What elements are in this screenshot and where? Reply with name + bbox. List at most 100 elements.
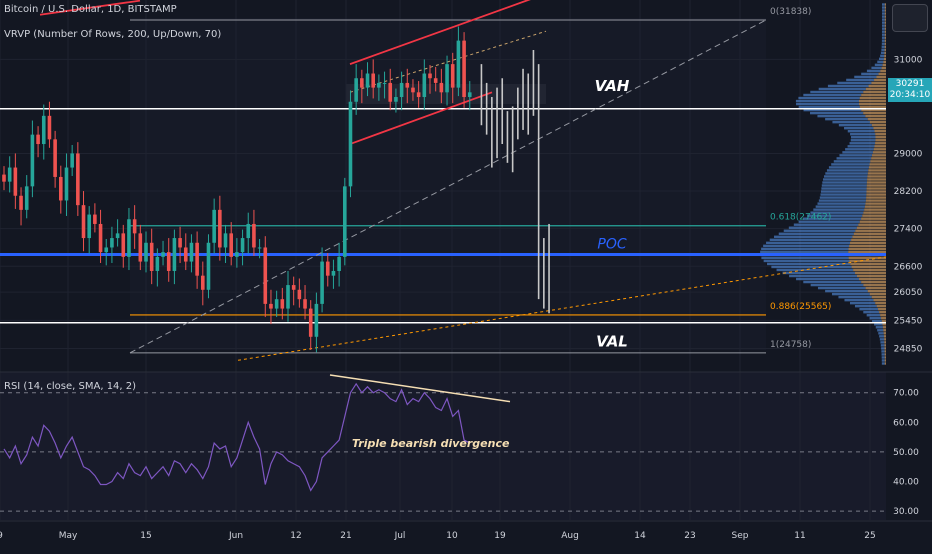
vp-bar-down-115 [884,15,886,18]
vp-bar-down-7 [884,341,886,344]
candle-body-58 [331,270,336,276]
vp-bar-up-29 [789,274,857,278]
vp-bar-down-108 [884,36,886,39]
candle-body-17 [98,223,103,253]
vp-bar-down-27 [861,280,886,284]
vp-bar-up-93 [837,81,872,85]
vp-bar-down-84 [861,108,886,112]
candle-body-59 [337,256,341,271]
vp-bar-down-79 [871,123,886,127]
vp-bar-down-66 [869,163,886,166]
time-tick-14: 25 [864,531,875,541]
vp-bar-down-34 [849,259,886,263]
vp-bar-down-101 [883,57,886,61]
fib-1-label: 1(24758) [770,340,811,350]
vp-bar-down-106 [884,42,886,45]
vp-bar-up-20 [849,301,876,305]
vp-bar-up-50 [810,211,864,214]
rsi-legend[interactable]: RSI (14, close, SMA, 14, 2) [4,381,137,392]
vp-bar-down-114 [884,18,886,21]
vp-bar-up-104 [881,48,885,51]
vp-bar-up-78 [844,126,874,130]
vp-bar-up-57 [820,190,867,193]
vp-bar-down-50 [863,211,886,214]
vp-bar-up-54 [818,199,866,202]
candle-body-76 [433,78,438,83]
time-tick-1: May [59,531,78,541]
vp-bar-up-101 [878,57,884,61]
candle-body-71 [405,82,410,88]
rsi-tick-3: 40.00 [893,478,919,488]
vp-bar-up-61 [823,178,868,181]
vp-bar-up-7 [880,341,885,344]
candle-body-28 [161,252,165,257]
vp-bar-down-74 [875,139,886,142]
vp-bar-down-95 [876,75,886,79]
vp-bar-up-89 [803,93,862,97]
candle-body-64 [365,73,370,88]
vp-bar-down-68 [871,157,886,160]
vp-bar-down-92 [868,84,886,88]
time-tick-7: 10 [446,531,458,541]
chart-settings-button[interactable] [892,4,928,32]
vp-bar-down-22 [871,295,886,299]
candle-body-29 [166,252,171,271]
vp-bar-up-62 [824,175,868,178]
vp-bar-down-110 [884,30,886,33]
vp-bar-up-47 [798,220,860,223]
vp-bar-down-25 [865,286,886,290]
vp-bar-down-81 [867,117,886,121]
vp-bar-down-12 [882,326,886,329]
vp-bar-up-60 [822,181,867,184]
vp-bar-down-23 [869,292,886,296]
vp-bar-up-107 [881,39,885,42]
vp-bar-up-67 [833,160,871,163]
candle-body-21 [121,233,126,257]
vp-bar-up-86 [796,102,860,106]
vp-bar-down-89 [861,93,886,97]
channel-lower [349,91,493,145]
vp-bar-down-11 [883,329,886,332]
vp-bar-down-113 [884,21,886,24]
vp-bar-up-63 [825,172,868,175]
time-tick-12: Sep [732,531,749,541]
candle-body-30 [172,238,177,271]
vp-bar-up-76 [850,133,876,136]
vp-bar-up-106 [881,42,885,45]
candle-body-19 [110,238,114,248]
vp-bar-up-15 [869,317,882,320]
vp-bar-up-24 [825,289,868,293]
vp-bar-up-105 [881,45,885,48]
vp-bar-down-32 [851,265,886,269]
vp-bar-up-43 [778,232,854,235]
val-label: VAL [596,333,628,351]
vp-bar-down-49 [862,214,886,217]
vp-bar-down-14 [881,320,886,323]
candle-body-75 [428,73,432,79]
vp-bar-up-13 [874,323,883,326]
candle-body-70 [399,82,404,98]
price-tick-0: 31000 [894,55,923,65]
last-price: 30291 [895,79,925,89]
candle-body-55 [314,303,319,337]
vp-bar-up-91 [818,87,866,91]
vp-bar-down-40 [850,241,886,245]
vp-bar-down-100 [883,60,886,64]
candle-body-10 [59,176,63,201]
rsi-pane-background [0,372,886,520]
candle-body-51 [291,285,296,290]
vp-bar-down-8 [884,338,886,341]
rsi-tick-4: 30.00 [893,507,919,517]
candle-body-26 [149,242,154,271]
candle-body-74 [422,73,427,98]
vp-bar-up-35 [761,256,849,260]
vp-bar-down-72 [874,145,886,148]
candle-body-38 [218,209,222,248]
vrvp-legend[interactable]: VRVP (Number Of Rows, 200, Up/Down, 70) [4,29,222,40]
vp-bar-up-90 [810,90,864,94]
candle-body-77 [439,82,444,93]
symbol-legend[interactable]: Bitcoin / U.S. Dollar, 1D, BITSTAMP [4,4,177,15]
candle-body-36 [206,242,211,290]
